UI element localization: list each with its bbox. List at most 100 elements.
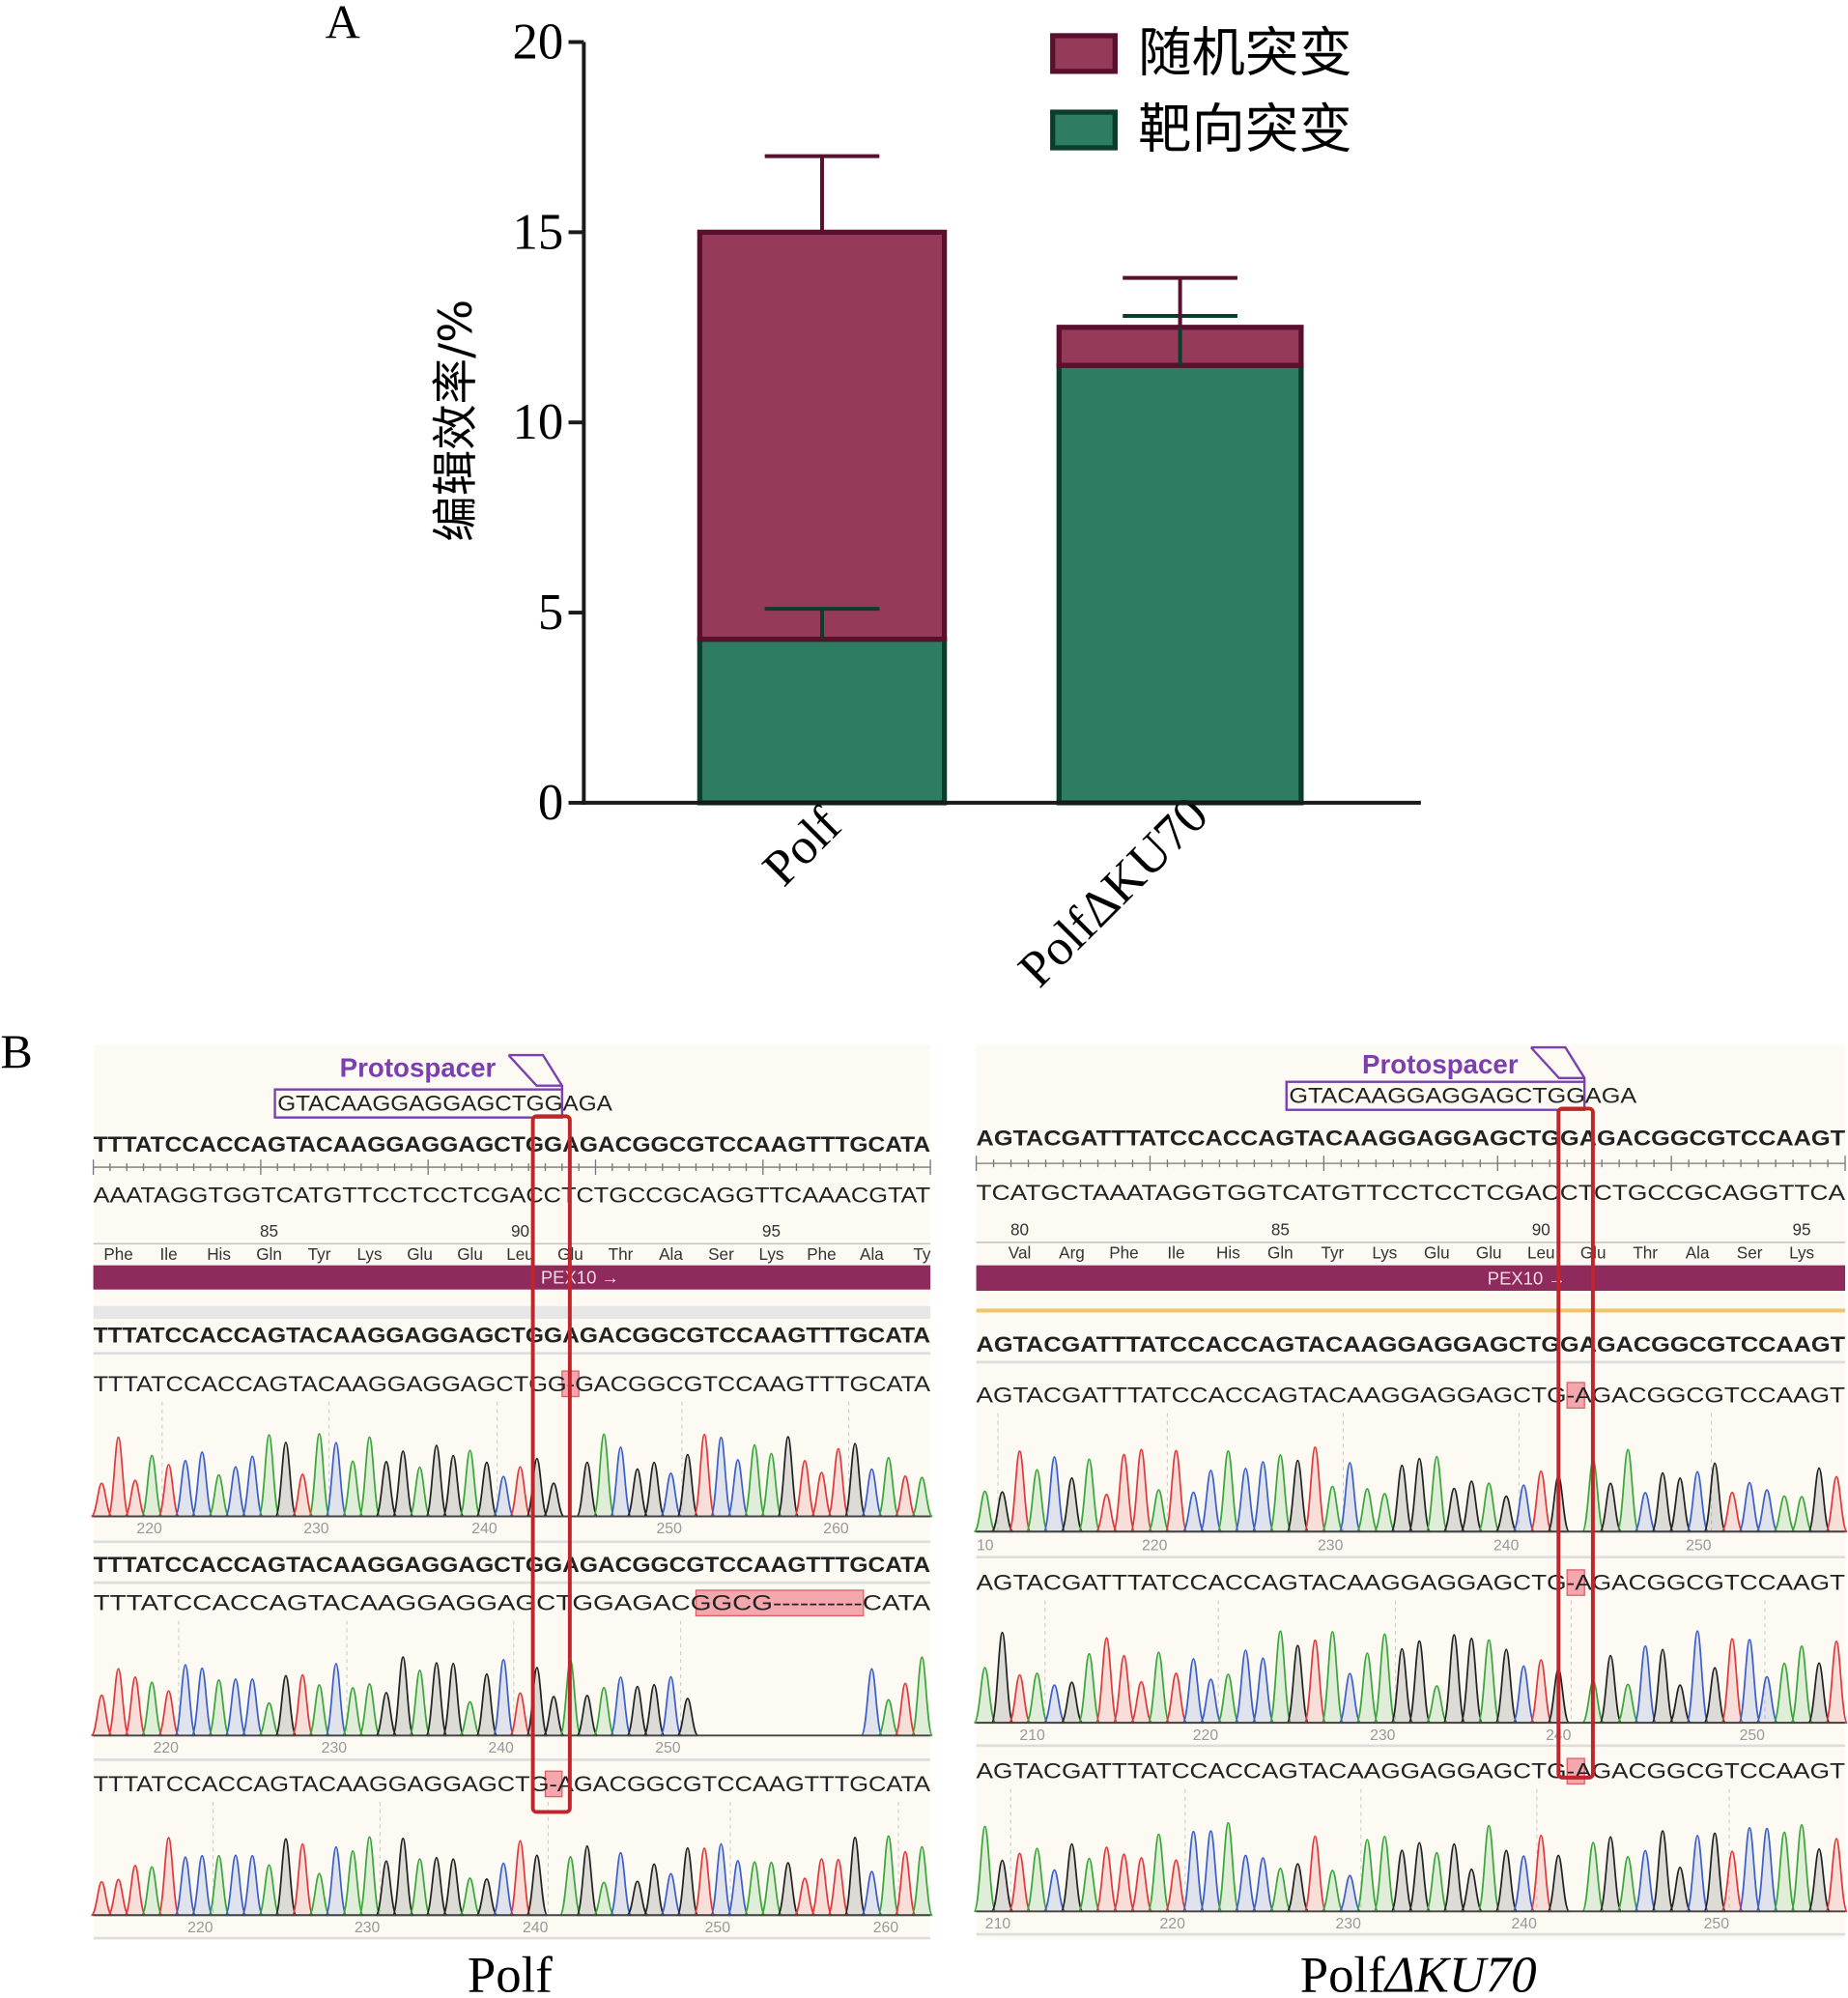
- protospacer-sequence: GTACAAGGAGGAGCTGGAGA: [277, 1092, 612, 1116]
- chromatogram-peak-T: [1129, 1857, 1153, 1913]
- chromatogram-peak-G: [777, 1436, 800, 1518]
- chromatogram-peak-A: [910, 1656, 934, 1737]
- chromatogram-peak-C: [325, 1845, 348, 1917]
- chromatogram-peak-G: [1703, 1462, 1727, 1533]
- chromatogram-peak-C: [325, 1441, 348, 1518]
- chromatogram-peak-G: [274, 1441, 298, 1518]
- amino-acid-number: 90: [1532, 1220, 1550, 1240]
- chromatogram-peak-T: [1164, 1449, 1188, 1533]
- chromatogram-peak-G: [642, 1683, 666, 1737]
- amino-acid: Ile: [1167, 1242, 1184, 1262]
- chromatogram-peak-A: [1216, 1821, 1240, 1913]
- caption-deletion: ΔKU70: [1383, 1947, 1537, 1998]
- deletion-highlight: [544, 1770, 563, 1798]
- chromatogram-peak-C: [609, 1851, 633, 1917]
- chromatogram-peak-T: [1112, 1654, 1136, 1724]
- chromatogram-peak-T: [793, 1460, 816, 1518]
- chromatogram-position: 230: [303, 1521, 329, 1537]
- chromatogram-peak-A: [408, 1466, 432, 1518]
- cut-site-highlight-box: [530, 1114, 572, 1814]
- chromatogram-peak-G: [1286, 1644, 1310, 1724]
- chromatogram-peak-C: [1755, 1675, 1779, 1724]
- chromatogram-peak-T: [107, 1668, 130, 1737]
- amino-acid: Ala: [860, 1244, 884, 1264]
- chromatogram-peak-G: [1703, 1667, 1727, 1724]
- chromatogram-peak-T: [1164, 1672, 1188, 1724]
- chromatogram-peak-A: [1268, 1867, 1293, 1913]
- chromatogram-peak-C: [492, 1862, 515, 1917]
- bar-targeted-0: [697, 636, 948, 806]
- chromatogram-peak-A: [1025, 1847, 1049, 1913]
- read-sequence: AGTACGATTTATCCACCAGTACAAGGAGGAGCTG-AGACG…: [977, 1571, 1845, 1595]
- amino-acid: Glu: [1424, 1242, 1450, 1262]
- chromatogram-peak-G: [990, 1859, 1014, 1913]
- chromatogram-peak-G: [1060, 1842, 1084, 1913]
- chromatogram-peak-G: [1703, 1832, 1727, 1913]
- chromatogram-position: 230: [355, 1920, 381, 1936]
- chromatogram-peak-G: [391, 1656, 414, 1737]
- chromatogram-peak-T: [1095, 1846, 1119, 1913]
- protospacer-label: Protospacer: [340, 1053, 497, 1083]
- amino-acid-number: 90: [511, 1221, 529, 1241]
- amino-acid: His: [207, 1244, 231, 1264]
- chromatogram-position: 240: [471, 1521, 498, 1537]
- y-tick-label: 0: [538, 775, 563, 831]
- chromatogram-peak-G: [676, 1846, 699, 1917]
- chromatogram-peak-T: [107, 1436, 130, 1518]
- chromatogram-peak-G: [391, 1450, 414, 1518]
- chromatogram-position: 10: [977, 1537, 994, 1554]
- chromatogram-position: 220: [1159, 1916, 1185, 1932]
- chromatogram-peak-A: [307, 1433, 331, 1518]
- amino-acid: Ser: [708, 1244, 734, 1264]
- read-sequence: AGTACGATTTATCCACCAGTACAAGGAGGAGCTG-AGACG…: [977, 1759, 1845, 1784]
- chromatogram-peak-C: [1234, 1854, 1258, 1913]
- chromatogram-peak-C: [860, 1468, 884, 1518]
- chromatogram-peak-A: [1373, 1835, 1397, 1913]
- chromatogram-peak-G: [1460, 1638, 1484, 1724]
- reference-sequence: AGTACGATTTATCCACCAGTACAAGGAGGAGCTGGAGACG…: [977, 1126, 1846, 1150]
- chromatogram-peak-G: [1390, 1849, 1414, 1913]
- chromatogram-peak-C: [190, 1854, 213, 1917]
- chromatogram-peak-C: [1234, 1468, 1258, 1533]
- amino-acid: Phe: [103, 1244, 132, 1264]
- chromatogram-peak-A: [1773, 1662, 1797, 1724]
- legend-swatch: [1050, 33, 1118, 74]
- chromatogram-position: 220: [1193, 1727, 1219, 1744]
- protospacer-box: [1285, 1080, 1586, 1111]
- chromatogram-peak-C: [609, 1676, 633, 1737]
- bar-targeted-1: [1056, 362, 1304, 806]
- chromatogram-peak-C: [1199, 1470, 1223, 1533]
- chromatogram-peak-G: [425, 1444, 448, 1518]
- chromatogram-peak-C: [659, 1675, 683, 1737]
- chromatogram-peak-T: [1720, 1850, 1745, 1913]
- track-separator: [976, 1308, 1846, 1313]
- chromatogram-peak-T: [1095, 1637, 1119, 1724]
- chromatogram-peak-C: [190, 1667, 213, 1737]
- chromatogram-peak-C: [174, 1459, 197, 1518]
- chromatogram-peak-A: [458, 1449, 482, 1518]
- chromatogram-peak-G: [576, 1844, 599, 1917]
- chromatogram-peak-A: [592, 1686, 615, 1737]
- chromatogram-peak-C: [726, 1860, 750, 1917]
- chromatogram-peak-T: [1129, 1448, 1153, 1533]
- x-tick-label: Polf: [753, 796, 852, 896]
- chromatogram-position: 220: [154, 1740, 180, 1756]
- chromatogram-peak-G: [1390, 1647, 1414, 1724]
- chromatogram-peak-C: [1738, 1639, 1762, 1724]
- chromatogram-position: 230: [1318, 1537, 1344, 1554]
- chromatogram-peak-A: [973, 1667, 997, 1724]
- chromatogram-peak-T: [156, 1464, 181, 1518]
- chromatogram-peak-A: [357, 1683, 382, 1737]
- chromatogram-position: 240: [1493, 1537, 1520, 1554]
- chromatogram-peak-A: [1025, 1672, 1049, 1724]
- amino-acid: Tyr: [1321, 1242, 1344, 1262]
- amino-acid: Phe: [807, 1244, 836, 1264]
- chromatogram-peak-C: [492, 1475, 515, 1518]
- chromatogram-position: 220: [136, 1521, 162, 1537]
- chromatogram-peak-A: [341, 1460, 364, 1518]
- chromatogram-peak-T: [827, 1858, 850, 1917]
- chromatogram-peak-T: [1825, 1475, 1848, 1533]
- panel-caption: PolfΔKU70: [1300, 1947, 1537, 1998]
- amino-acid: Val: [1009, 1242, 1031, 1262]
- chromatogram-peak-C: [1251, 1657, 1275, 1724]
